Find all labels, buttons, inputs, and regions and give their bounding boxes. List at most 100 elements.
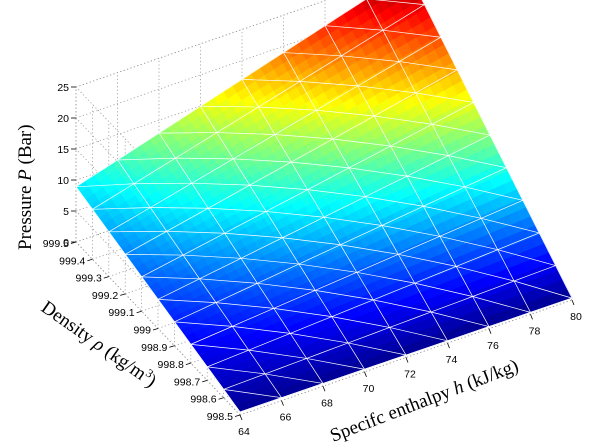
x-tick-label: 68 xyxy=(321,397,333,409)
x-tick xyxy=(447,342,450,349)
mesh-diagonal xyxy=(374,115,433,125)
mesh-diagonal xyxy=(298,263,357,273)
mesh-diagonal xyxy=(157,299,216,303)
y-tick xyxy=(103,276,109,279)
mesh-diagonal xyxy=(208,207,267,212)
mesh-diagonal xyxy=(307,189,366,198)
mesh-diagonal xyxy=(382,29,441,38)
x-tick xyxy=(571,299,575,306)
mesh-diagonal xyxy=(191,182,250,186)
mesh-diagonal xyxy=(448,155,507,169)
x-tick xyxy=(322,386,326,392)
mesh-diagonal xyxy=(175,157,234,160)
axis-box-edge xyxy=(75,0,329,88)
y-tick xyxy=(169,345,175,348)
mesh-diagonal xyxy=(340,244,399,255)
mesh-diagonal xyxy=(248,349,307,359)
mesh-diagonal xyxy=(141,276,200,280)
mesh-diagonal xyxy=(399,61,458,71)
mesh-diagonal xyxy=(282,237,341,246)
mesh-diagonal xyxy=(240,257,299,265)
mesh-diagonal xyxy=(331,316,390,328)
axis-ticks: 0 5 10 15 20 25 998.5 998.6 998.7 998.8 998.9 999 99… xyxy=(43,82,582,438)
y-tick-label: 998.8 xyxy=(158,359,184,371)
x-tick-label: 80 xyxy=(570,311,582,323)
mesh-diagonal xyxy=(514,280,573,299)
x-tick xyxy=(530,314,533,320)
y-tick xyxy=(70,241,77,244)
mesh-diagonal xyxy=(439,235,498,250)
mesh-diagonal xyxy=(299,81,358,87)
mesh-diagonal xyxy=(291,161,350,169)
mesh-diagonal xyxy=(125,253,184,256)
y-tick xyxy=(136,310,142,314)
x-tick xyxy=(239,414,243,421)
x-tick-label: 64 xyxy=(238,426,250,438)
mesh-diagonal xyxy=(464,186,523,201)
mesh-diagonal xyxy=(497,249,556,266)
mesh-diagonal xyxy=(306,358,365,370)
mesh-diagonal xyxy=(216,132,275,135)
mesh-diagonal xyxy=(356,271,415,284)
surface-edge xyxy=(75,186,241,413)
x-tick-label: 78 xyxy=(529,325,541,337)
mesh-diagonal xyxy=(357,85,416,94)
mesh-diagonal xyxy=(183,254,242,259)
x-tick xyxy=(364,371,367,378)
mesh-diagonal xyxy=(266,211,325,218)
mesh-diagonal xyxy=(324,25,383,31)
mesh-diagonal xyxy=(323,216,382,226)
mesh-diagonal xyxy=(158,132,217,134)
y-tick-label: 999 xyxy=(133,325,151,337)
y-tick-label: 999.5 xyxy=(43,238,69,250)
mesh-diagonal xyxy=(233,158,292,163)
mesh-diagonal xyxy=(150,207,209,209)
x-tick-label: 76 xyxy=(487,340,499,352)
mesh-diagonal xyxy=(274,134,333,140)
axis-box-edge xyxy=(239,299,573,416)
mesh-diagonal xyxy=(166,230,225,234)
mesh-diagonal xyxy=(341,55,400,62)
mesh-diagonal xyxy=(332,138,391,147)
mesh-diagonal xyxy=(365,196,424,207)
y-tick-label: 999.4 xyxy=(59,255,85,267)
x-tick-label: 70 xyxy=(363,383,375,395)
mesh-diagonal xyxy=(290,333,349,344)
surface-edge xyxy=(239,297,573,413)
mesh-diagonal xyxy=(283,52,342,57)
mesh-diagonal xyxy=(199,278,258,284)
mesh-diagonal xyxy=(257,282,316,291)
z-tick-label: 5 xyxy=(63,206,69,218)
mesh-diagonal xyxy=(249,184,308,191)
mesh-diagonal xyxy=(108,230,167,233)
mesh-diagonal xyxy=(381,225,440,237)
mesh-diagonal xyxy=(415,92,474,103)
mesh-diagonal xyxy=(481,217,540,234)
x-tick xyxy=(488,328,492,334)
y-tick xyxy=(218,397,224,400)
mesh-diagonal xyxy=(406,175,465,188)
mesh-diagonal xyxy=(133,182,192,185)
mesh-diagonal xyxy=(92,207,151,210)
z-axis-label: Pressure P (Bar) xyxy=(15,124,36,250)
z-tick-label: 20 xyxy=(57,113,69,125)
mesh-diagonal xyxy=(200,105,259,108)
mesh-diagonal xyxy=(215,302,274,309)
mesh-diagonal xyxy=(472,296,531,313)
mesh-diagonal xyxy=(232,326,291,334)
y-tick-label: 998.6 xyxy=(190,394,216,406)
y-tick-label: 999.1 xyxy=(108,307,134,319)
x-tick xyxy=(281,400,284,406)
mesh-diagonal xyxy=(389,327,448,342)
z-tick-label: 0 xyxy=(63,237,69,249)
y-tick xyxy=(202,380,208,383)
mesh-diagonal xyxy=(414,282,473,297)
mesh-diagonal xyxy=(423,205,482,219)
mesh-diagonal xyxy=(373,299,432,313)
mesh-diagonal xyxy=(207,366,266,375)
mesh-diagonal xyxy=(348,342,407,356)
y-tick-label: 999.2 xyxy=(92,290,118,302)
mesh-diagonal xyxy=(224,232,283,239)
